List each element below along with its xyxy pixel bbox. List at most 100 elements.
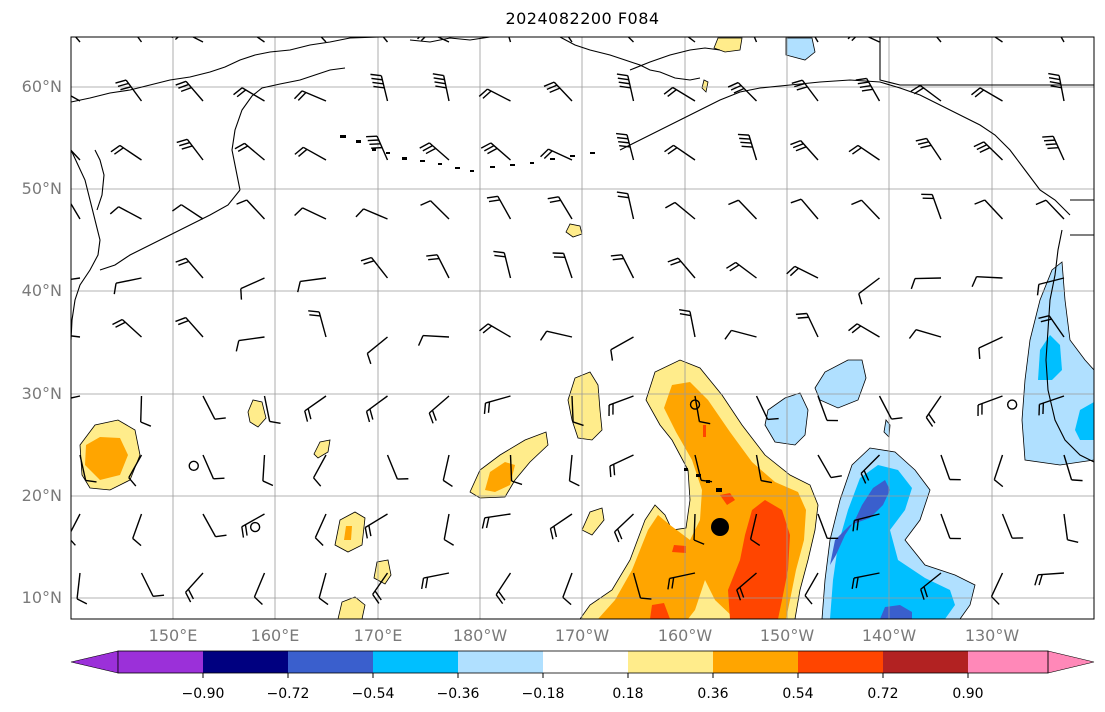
wind-barb	[860, 454, 880, 484]
colorbar-segment	[628, 651, 713, 673]
wind-barb	[360, 256, 389, 279]
lat-label: 60°N	[21, 77, 62, 96]
wind-barb	[687, 37, 696, 43]
wind-barb	[974, 199, 1004, 220]
wind-barb	[112, 318, 142, 338]
wind-barb	[790, 198, 819, 220]
shade-positive-0.36	[344, 526, 352, 540]
calm-wind-circle	[188, 460, 199, 472]
wind-barb	[915, 137, 942, 161]
wind-barb	[236, 199, 266, 220]
wind-barb	[858, 277, 880, 305]
shade-negative-0.18	[764, 392, 809, 446]
wind-barb	[908, 329, 942, 339]
wind-barb	[1048, 72, 1065, 102]
wind-barb	[483, 395, 511, 415]
wind-barb	[610, 254, 635, 279]
colorbar-segment	[458, 651, 543, 673]
wind-barb	[855, 77, 881, 102]
wind-barb	[540, 148, 573, 161]
wind-barb	[113, 277, 142, 295]
colorbar-segment	[373, 651, 458, 673]
wind-barb	[71, 202, 81, 220]
colorbar	[70, 650, 1095, 678]
wind-barb	[817, 513, 839, 540]
wind-barb	[616, 132, 635, 161]
shade-positive-0.54	[728, 500, 790, 619]
wind-barb	[175, 316, 204, 338]
wind-barb	[364, 513, 388, 539]
lon-label: 150°W	[759, 626, 815, 645]
colorbar-tick-label: 0.72	[867, 686, 899, 702]
wind-barb	[420, 200, 450, 220]
wind-barb	[71, 513, 81, 546]
wind-barb	[921, 193, 942, 220]
shade-negative-0.18	[814, 359, 867, 409]
wind-barb	[480, 142, 511, 161]
colorbar-extend-high	[1047, 650, 1095, 674]
wind-barb	[851, 572, 880, 590]
lat-label: 40°N	[21, 281, 62, 300]
wind-barb	[878, 395, 903, 420]
calm-wind-circle	[249, 521, 261, 533]
wind-barb	[847, 37, 880, 43]
shade-positive-0.36	[485, 462, 515, 492]
wind-barb	[1063, 513, 1079, 543]
wind-barb	[253, 572, 266, 606]
wind-barb	[616, 191, 635, 220]
shade-positive-0.18	[313, 439, 331, 459]
wind-barb	[79, 454, 97, 483]
lon-label: 130°W	[964, 626, 1020, 645]
wind-barb	[737, 133, 758, 161]
wind-barb	[940, 454, 961, 481]
wind-barb	[664, 144, 696, 161]
wind-barb	[240, 277, 265, 300]
lon-label: 180°W	[452, 626, 508, 645]
wind-barb	[171, 204, 204, 220]
wind-barb	[366, 336, 388, 365]
wind-barb	[74, 37, 81, 43]
wind-barb	[749, 513, 761, 547]
shade-positive-0.18	[713, 37, 743, 53]
lat-label: 30°N	[21, 384, 62, 403]
wind-barb	[71, 395, 81, 399]
wind-barb	[71, 95, 81, 102]
calm-wind-circles	[188, 399, 1018, 533]
wind-barb	[910, 277, 942, 290]
wind-barb	[971, 87, 1003, 102]
wind-barb	[693, 513, 705, 545]
shade-positive-0.54	[672, 545, 686, 553]
lon-label: 160°W	[657, 626, 713, 645]
wind-barb	[724, 329, 757, 340]
colorbar-tick-label: 0.18	[612, 686, 644, 702]
lon-label: 140°W	[861, 626, 917, 645]
wind-barb	[973, 141, 1003, 161]
colorbar-extend-low	[70, 650, 119, 674]
wind-barb	[663, 86, 696, 102]
wind-barb	[481, 513, 511, 529]
wind-barb	[935, 37, 942, 43]
wind-barb	[610, 336, 634, 361]
lon-label: 150°E	[148, 626, 198, 645]
wind-barb	[428, 395, 450, 424]
wind-barb	[755, 454, 773, 484]
colorbar-tick-label: −0.54	[351, 686, 395, 702]
lat-label: 50°N	[21, 179, 62, 198]
shade-positive-0.18	[337, 596, 366, 619]
wind-barb	[132, 513, 143, 547]
wind-barb	[202, 454, 225, 480]
wind-barb	[791, 79, 819, 102]
wind-barb	[128, 454, 143, 487]
wind-barb	[370, 73, 389, 102]
shade-negative-0.54	[880, 605, 912, 619]
wind-barb	[990, 572, 1004, 605]
map-frame	[70, 36, 1095, 620]
wind-barb	[679, 308, 696, 338]
wind-barb	[736, 572, 757, 601]
wind-barb	[543, 81, 573, 102]
wind-barb	[616, 73, 635, 102]
wind-barb	[71, 335, 81, 338]
wind-barb	[910, 84, 942, 102]
colorbar-segment	[798, 651, 883, 673]
wind-barb	[993, 37, 1003, 43]
